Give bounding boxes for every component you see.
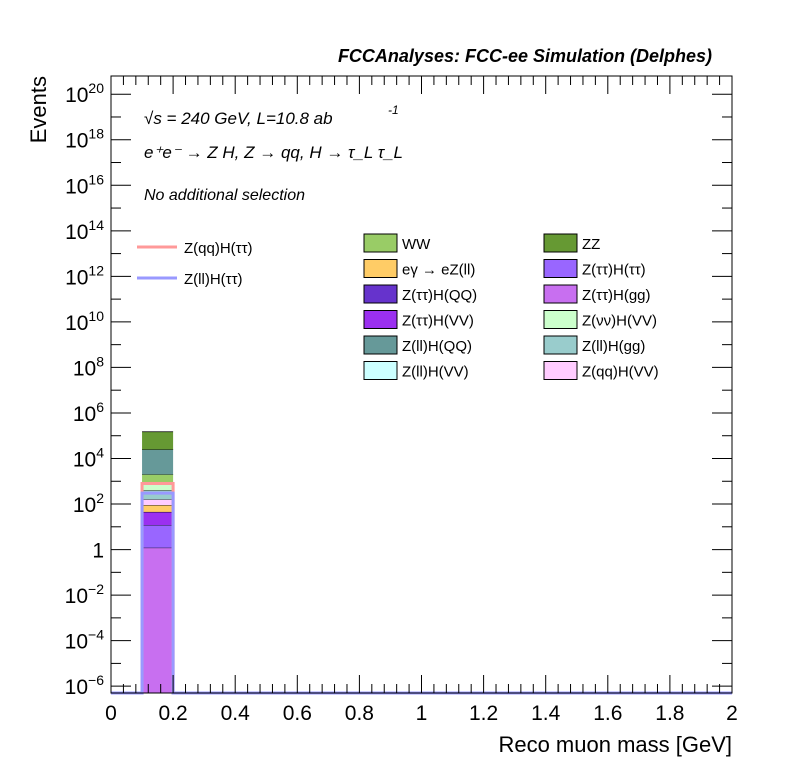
legend-swatch <box>363 335 398 355</box>
signals-layer <box>111 481 732 695</box>
bar-segment <box>142 499 174 506</box>
legend-swatch <box>363 284 398 304</box>
legend-swatch <box>543 310 578 329</box>
x-tick-label: 1 <box>416 702 428 725</box>
y-tick-label: 1020 <box>65 80 104 107</box>
legend-swatch <box>543 335 578 355</box>
bar-segment <box>142 547 174 693</box>
legend-swatch <box>363 310 398 329</box>
signal-line <box>111 491 732 695</box>
bar-segment <box>142 511 174 525</box>
bar-segment <box>142 474 174 483</box>
x-tick-label: 0.2 <box>158 702 187 725</box>
legend-label: Z(ττ)H(VV) <box>402 313 474 330</box>
y-tick-label: 10−6 <box>65 672 105 699</box>
x-tick-label: 0.4 <box>221 702 251 725</box>
x-tick-label: 0 <box>105 702 117 725</box>
legend-label: Z(ll)H(gg) <box>582 338 645 355</box>
y-axis-label: Events <box>26 76 51 143</box>
x-tick-label: 0.8 <box>345 702 374 725</box>
x-axis-label: Reco muon mass [GeV] <box>498 732 732 757</box>
legend-backgrounds: WW ZZ eγ → eZ(ll) Z(ττ)H(ττ) Z(ττ)H(QQ) Z(ττ)… <box>363 233 659 381</box>
legend-swatch <box>363 233 398 253</box>
legend-swatch <box>363 259 398 278</box>
y-tick-label: 1012 <box>65 262 104 289</box>
annotations: √s = 240 GeV, L=10.8 ab -1 e⁺e⁻ → Z H, Z… <box>144 103 403 204</box>
legend-swatch <box>543 233 578 253</box>
y-tick-label: 1014 <box>65 217 104 244</box>
legend-swatch <box>543 259 578 278</box>
annotation-selection: No additional selection <box>144 187 305 204</box>
header-title: FCCAnalyses: FCC-ee Simulation (Delphes) <box>338 46 712 66</box>
x-tick-labels: 0 0.2 0.4 0.6 0.8 1 1.2 1.4 1.6 1.8 2 <box>105 702 738 725</box>
legend-label: Z(νν)H(VV) <box>582 313 657 330</box>
bars-layer <box>142 431 174 693</box>
legend-swatch <box>543 284 578 304</box>
y-tick-label: 1 <box>92 540 104 563</box>
legend-swatch <box>543 361 578 380</box>
legend-label: Z(qq)H(ττ) <box>184 240 253 257</box>
bar-segment <box>142 449 174 475</box>
legend-label: Z(ττ)H(QQ) <box>402 287 477 304</box>
legend-swatch <box>363 361 398 380</box>
legend-label: Z(qq)H(VV) <box>582 364 659 381</box>
legend-label: Z(ττ)H(ττ) <box>582 262 646 279</box>
legend-signals: Z(qq)H(ττ) Z(ll)H(ττ) <box>137 240 253 288</box>
legend-label: eγ → eZ(ll) <box>402 262 475 279</box>
y-tick-label: 104 <box>73 444 104 471</box>
y-tick-label: 106 <box>73 399 104 426</box>
x-tick-label: 0.6 <box>283 702 312 725</box>
signal-line <box>111 481 732 695</box>
y-tick-label: 10−2 <box>65 581 105 608</box>
y-tick-label: 1018 <box>65 126 104 153</box>
annotation-process: e⁺e⁻ → Z H, Z → qq, H → τ_L τ_L <box>144 143 403 162</box>
x-tick-label: 1.4 <box>531 702 561 725</box>
y-tick-labels: 10−6 10−4 10−2 1 102 104 106 108 1010 1012 1014 101… <box>65 80 105 699</box>
y-tick-label: 1016 <box>65 171 104 198</box>
legend-label: WW <box>402 236 431 253</box>
y-tick-label: 108 <box>73 353 104 380</box>
bar-segment <box>142 505 174 512</box>
x-tick-label: 1.8 <box>655 702 684 725</box>
legend-label: Z(ll)H(QQ) <box>402 338 472 355</box>
legend-label: ZZ <box>582 236 600 253</box>
x-tick-label: 1.2 <box>469 702 498 725</box>
bar-segment <box>142 524 174 548</box>
y-tick-label: 102 <box>73 490 104 517</box>
bar-segment <box>142 490 174 500</box>
annotation-energy: √s = 240 GeV, L=10.8 ab <box>144 109 333 128</box>
plot-frame <box>110 75 733 694</box>
x-tick-label: 2 <box>726 702 738 725</box>
ticks-layer <box>110 76 733 693</box>
y-tick-label: 10−4 <box>65 627 105 654</box>
legend-label: Z(ττ)H(gg) <box>582 287 651 304</box>
y-tick-label: 1010 <box>65 308 104 335</box>
annotation-energy-exp: -1 <box>388 103 399 117</box>
bar-segment <box>142 431 174 450</box>
legend-label: Z(ll)H(VV) <box>402 364 469 381</box>
bar-segment <box>142 482 174 491</box>
legend-label: Z(ll)H(ττ) <box>184 271 243 288</box>
x-tick-label: 1.6 <box>593 702 622 725</box>
